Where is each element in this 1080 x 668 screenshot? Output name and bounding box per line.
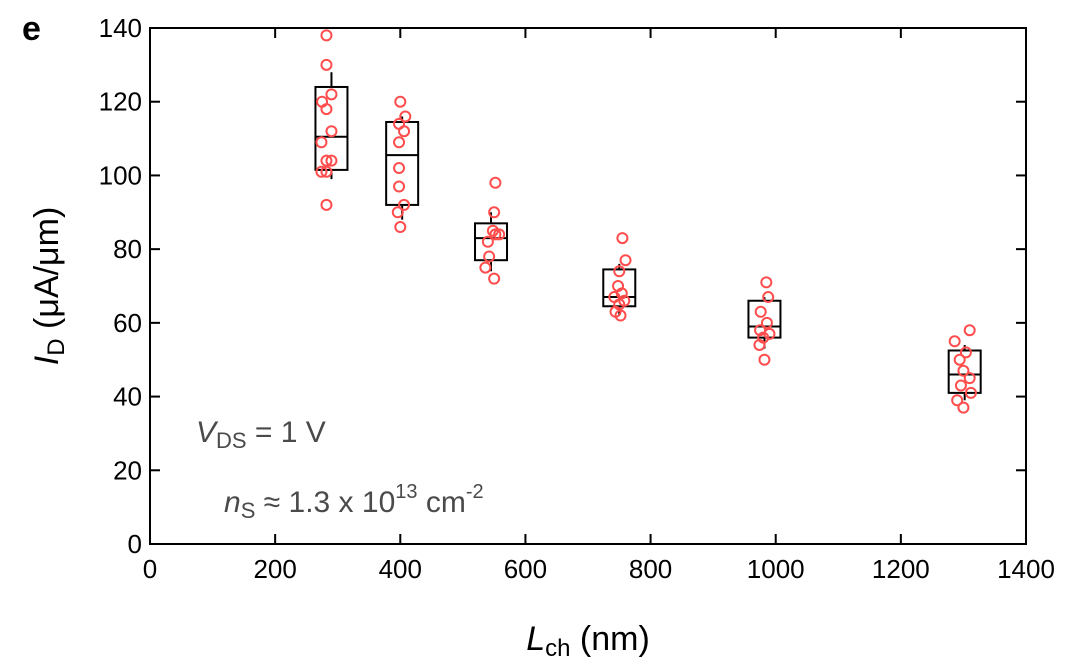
data-point xyxy=(393,162,406,175)
x-axis: 0 200 400 600 800 1000 1200 1400 xyxy=(143,28,1055,584)
x-axis-label-sub: ch xyxy=(545,635,570,662)
data-point xyxy=(964,386,977,399)
y-tick-label: 80 xyxy=(113,234,142,264)
panel-label: e xyxy=(22,10,41,48)
data-point xyxy=(320,103,333,116)
x-axis-label-unit: (nm) xyxy=(570,620,649,658)
x-tick-label: 0 xyxy=(143,554,157,584)
data-point xyxy=(325,125,338,138)
data-point xyxy=(963,324,976,337)
data-point xyxy=(325,154,338,167)
box-plots xyxy=(314,72,982,401)
data-point xyxy=(489,228,502,241)
data-point xyxy=(320,165,333,178)
data-point xyxy=(951,394,964,407)
annotation-vds: VDS = 1 V xyxy=(196,416,326,453)
plot-frame xyxy=(149,27,1027,545)
y-tick-label: 100 xyxy=(99,160,142,190)
data-point xyxy=(616,232,629,245)
data-point xyxy=(959,346,972,359)
data-point xyxy=(393,180,406,193)
data-point xyxy=(398,198,411,211)
y-axis: 0 20 40 60 80 100 120 140 xyxy=(99,13,1026,559)
data-point xyxy=(614,309,627,322)
data-point xyxy=(954,379,967,392)
annotation-ns-sup2: -2 xyxy=(466,481,484,503)
data-point xyxy=(763,327,776,340)
x-tick-label: 400 xyxy=(379,554,422,584)
y-tick-label: 20 xyxy=(113,455,142,485)
data-point xyxy=(758,353,771,366)
data-point xyxy=(963,372,976,385)
data-point xyxy=(391,206,404,219)
y-tick-label: 60 xyxy=(113,308,142,338)
data-point xyxy=(619,254,632,267)
y-tick-label: 120 xyxy=(99,87,142,117)
x-tick-label: 1400 xyxy=(997,554,1055,584)
data-point xyxy=(315,136,328,149)
box xyxy=(385,120,420,206)
box xyxy=(602,268,637,308)
data-point xyxy=(753,338,766,351)
y-axis-label-main: I xyxy=(28,355,66,365)
data-point xyxy=(399,110,412,123)
data-point xyxy=(493,228,506,241)
data-point xyxy=(948,335,961,348)
annotation-ns-sup1: 13 xyxy=(395,481,417,503)
data-point xyxy=(762,291,775,304)
data-point xyxy=(394,95,407,108)
data-point xyxy=(953,353,966,366)
data-point xyxy=(754,305,767,318)
annotation-vds-sub: DS xyxy=(216,428,247,453)
x-tick-label: 200 xyxy=(253,554,296,584)
data-point xyxy=(398,125,411,138)
annotation-vds-main: V xyxy=(196,416,219,449)
annotation-ns-sub: S xyxy=(241,498,256,523)
data-point xyxy=(320,198,333,211)
x-tick-label: 1200 xyxy=(872,554,930,584)
data-points xyxy=(315,29,977,414)
data-point xyxy=(481,235,494,248)
x-tick-label: 800 xyxy=(629,554,672,584)
annotation-ns-rest: ≈ 1.3 x 10 xyxy=(255,486,395,519)
data-point xyxy=(760,316,773,329)
data-point xyxy=(320,154,333,167)
data-point xyxy=(489,176,502,189)
plot-area xyxy=(149,27,1027,545)
y-tick-label: 40 xyxy=(113,382,142,412)
y-tick-label: 0 xyxy=(128,529,142,559)
data-point xyxy=(613,265,626,278)
data-point xyxy=(325,88,338,101)
data-point xyxy=(488,206,501,219)
box xyxy=(947,349,982,394)
data-point xyxy=(479,261,492,274)
x-axis-label-main: L xyxy=(526,620,545,658)
x-tick-label: 1000 xyxy=(747,554,805,584)
data-point xyxy=(957,364,970,377)
x-axis-label: Lch (nm) xyxy=(526,620,650,662)
data-point xyxy=(393,136,406,149)
data-point xyxy=(488,272,501,285)
y-axis-label: ID (μA/μm) xyxy=(28,207,70,366)
annotation-ns: nS ≈ 1.3 x 1013 cm-2 xyxy=(224,481,484,523)
y-axis-label-unit: (μA/μm) xyxy=(28,207,66,339)
data-point xyxy=(760,276,773,289)
y-tick-label: 140 xyxy=(99,13,142,43)
data-point xyxy=(320,29,333,42)
data-point xyxy=(483,250,496,263)
annotation-vds-rest: = 1 V xyxy=(247,416,326,449)
data-point xyxy=(315,165,328,178)
annotation-ns-main: n xyxy=(224,486,241,519)
y-axis-label-sub: D xyxy=(43,338,70,355)
data-point xyxy=(957,401,970,414)
x-tick-label: 600 xyxy=(504,554,547,584)
data-point xyxy=(320,58,333,71)
annotation-ns-unit: cm xyxy=(418,486,466,519)
data-point xyxy=(394,221,407,234)
box xyxy=(474,222,509,262)
